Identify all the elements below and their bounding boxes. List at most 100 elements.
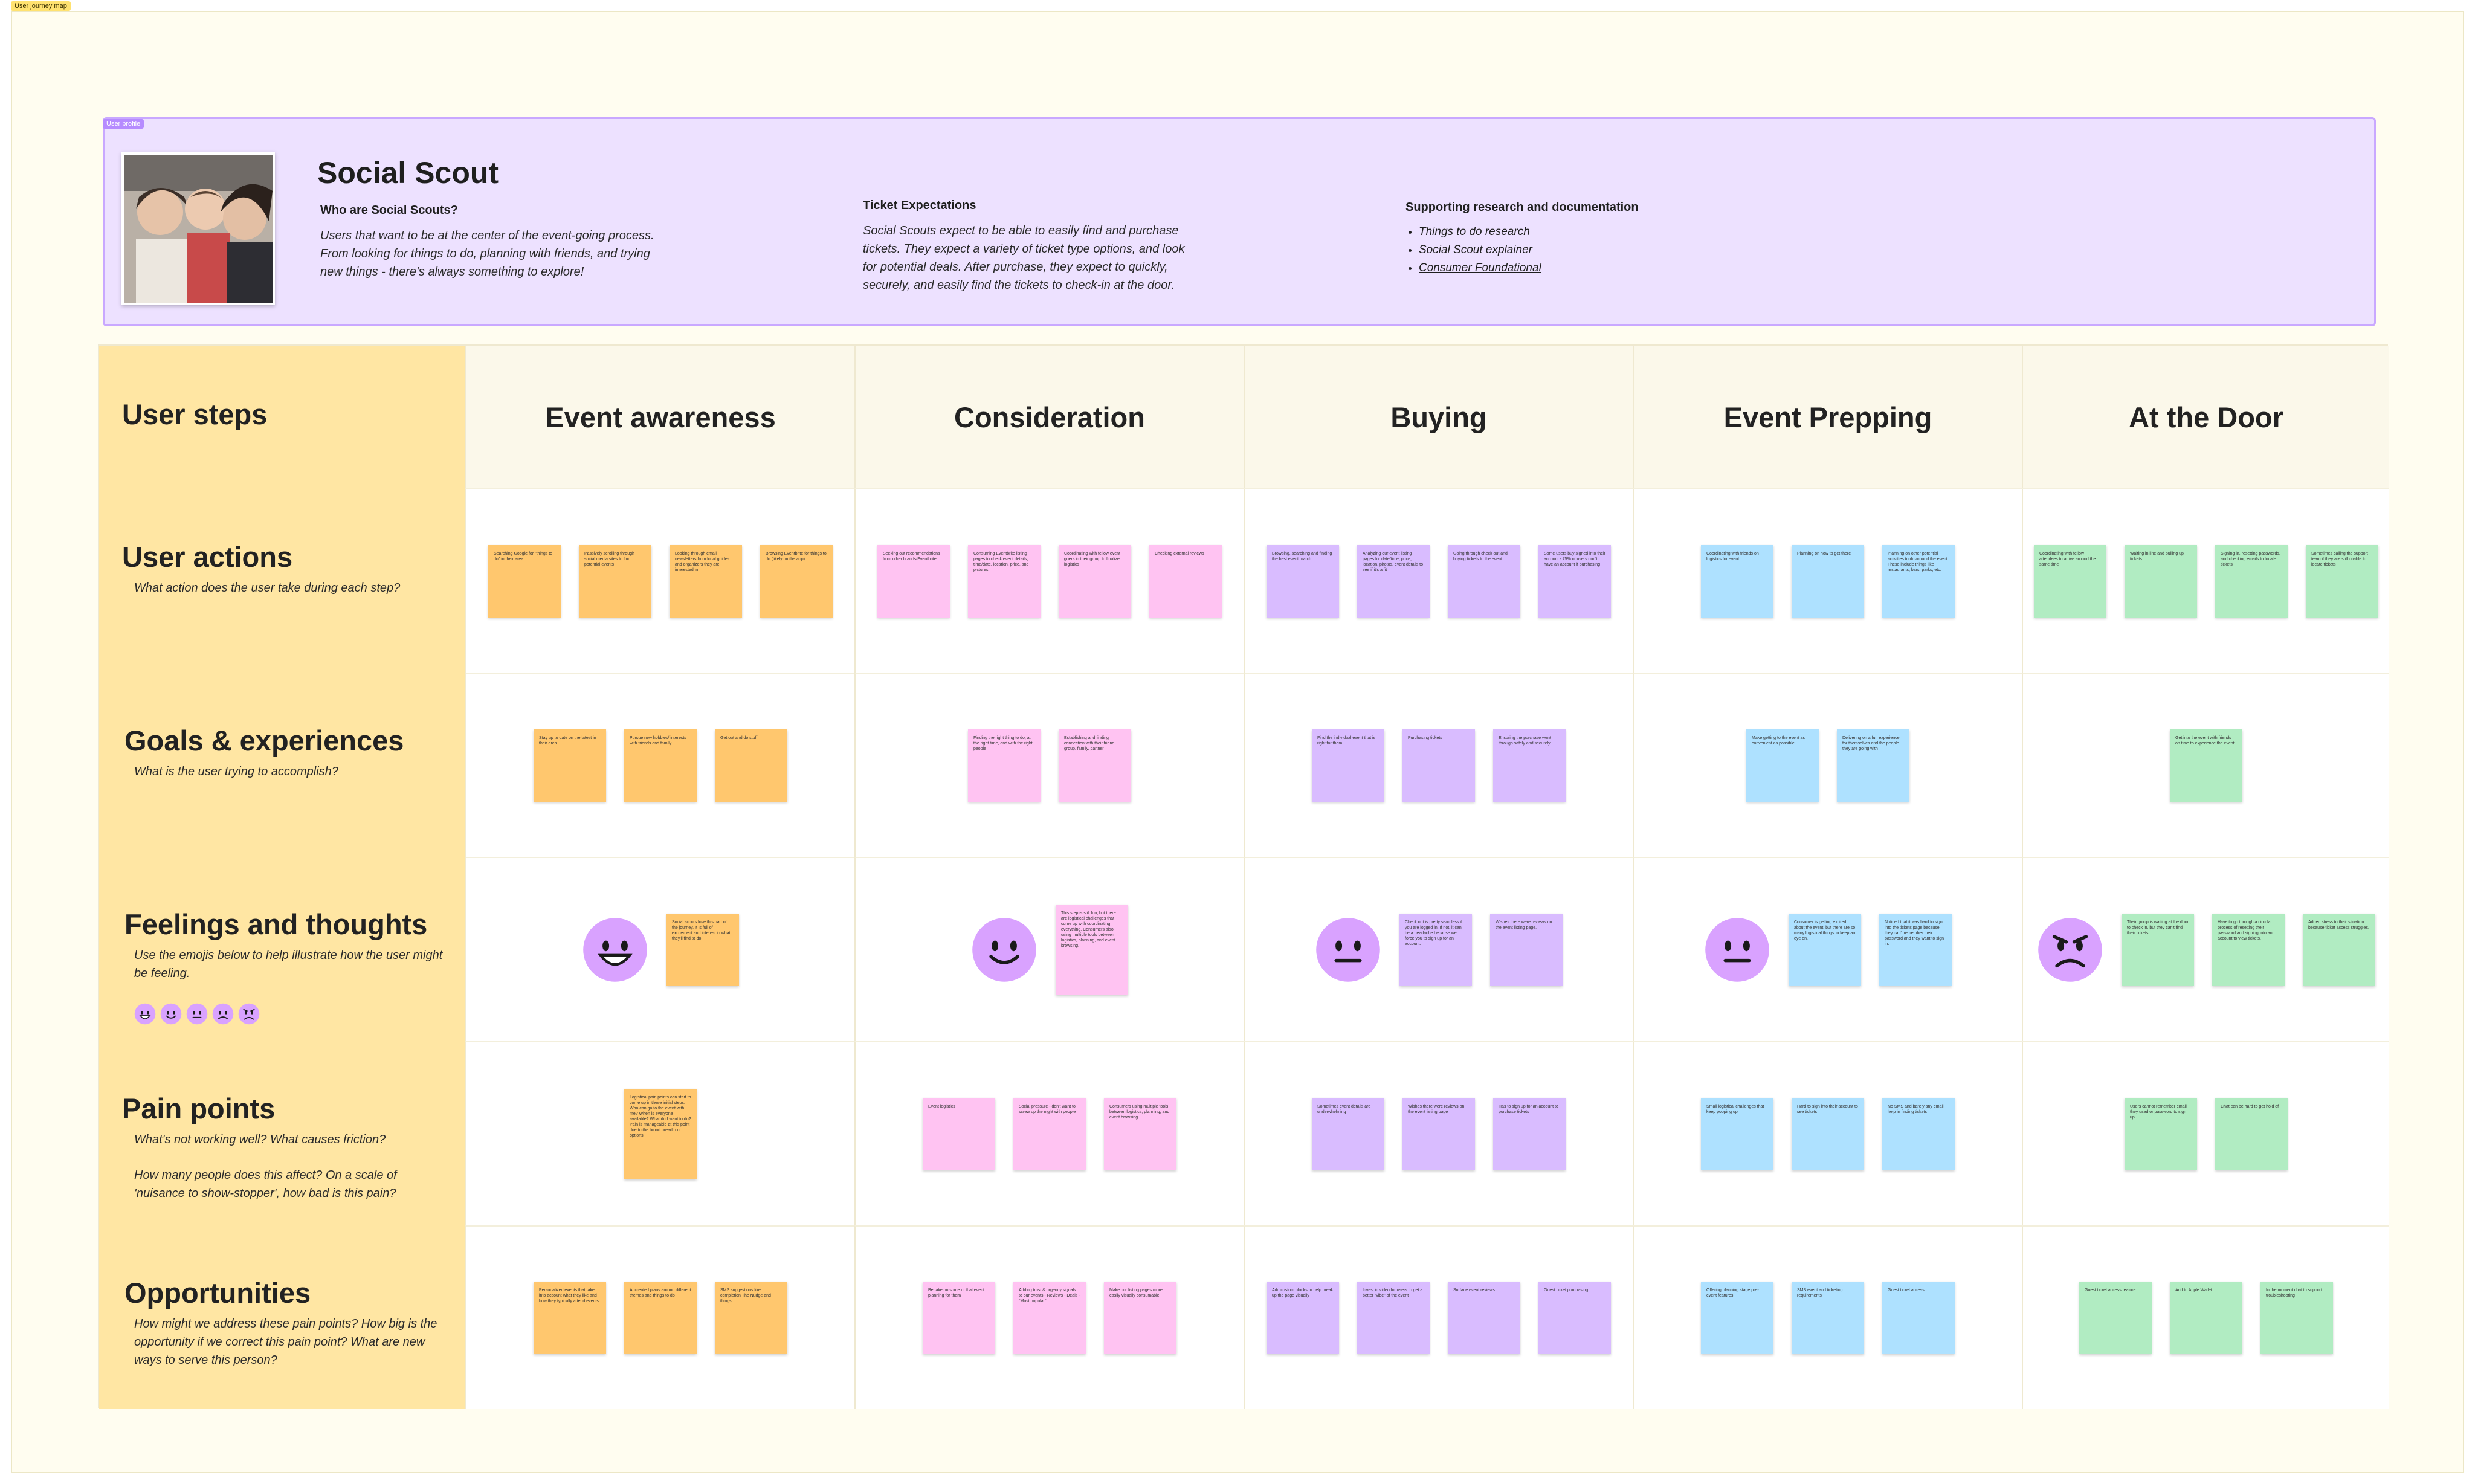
- link-scout-explainer[interactable]: Social Scout explainer: [1419, 241, 1541, 259]
- sticky-note[interactable]: Social scouts love this part of the jour…: [666, 913, 739, 986]
- row-header-goals: Goals & experiences What is the user try…: [99, 673, 465, 857]
- goals-sub: What is the user trying to accomplish?: [134, 765, 338, 778]
- sticky-note[interactable]: Passively scrolling through social media…: [579, 544, 651, 618]
- sticky-note[interactable]: SMS event and ticketing requirements: [1792, 1282, 1864, 1354]
- sticky-note[interactable]: SMS suggestions like completion The Nudg…: [715, 1282, 787, 1354]
- journey-grid: User steps Event awareness Consideration…: [98, 344, 2389, 1409]
- feelings-title: Feelings and thoughts: [124, 908, 428, 940]
- sticky-note[interactable]: Coordinating with friends on logistics f…: [1701, 544, 1773, 618]
- sticky-note[interactable]: Establishing and finding connection with…: [1059, 729, 1131, 802]
- sticky-note[interactable]: Personalized events that take into accou…: [534, 1282, 606, 1354]
- sticky-note[interactable]: Get into the event with friends on time …: [2170, 729, 2242, 802]
- sticky-note[interactable]: Invest in video for users to get a bette…: [1357, 1282, 1430, 1354]
- sticky-note[interactable]: Signing in, resetting passwords, and che…: [2215, 544, 2288, 618]
- sticky-note[interactable]: Analyzing our event listing pages for da…: [1357, 544, 1430, 618]
- sticky-note[interactable]: Their group is waiting at the door to ch…: [2122, 913, 2194, 986]
- sticky-note[interactable]: Sometimes event details are underwhelmin…: [1312, 1097, 1384, 1170]
- stage-header-consideration: Consideration: [854, 346, 1244, 488]
- sticky-note[interactable]: Offering planning stage pre-event featur…: [1701, 1282, 1773, 1354]
- cell-actions-door: Coordinating with fellow attendees to ar…: [2022, 488, 2389, 673]
- sticky-note[interactable]: No SMS and barely any email help in find…: [1882, 1097, 1955, 1170]
- very-happy-face-icon: [582, 917, 648, 983]
- sticky-note[interactable]: Ensuring the purchase went through safel…: [1493, 729, 1566, 802]
- sticky-note[interactable]: Hard to sign into their account to see t…: [1792, 1097, 1864, 1170]
- cell-actions-buying: Browsing, searching and finding the best…: [1244, 488, 1633, 673]
- sticky-note[interactable]: Event logistics: [923, 1097, 995, 1170]
- sticky-note[interactable]: Guest ticket access feature: [2079, 1282, 2152, 1354]
- opps-sub: How might we address these pain points? …: [134, 1317, 437, 1367]
- sticky-note[interactable]: Purchasing tickets: [1402, 729, 1475, 802]
- sticky-note[interactable]: Sometimes calling the support team if th…: [2306, 544, 2378, 618]
- stage-header-awareness: Event awareness: [465, 346, 854, 488]
- sticky-note[interactable]: Consumer is getting excited about the ev…: [1789, 913, 1861, 986]
- sticky-note[interactable]: Some users buy signed into their account…: [1538, 544, 1611, 618]
- sticky-note[interactable]: Searching Google for "things to do" in t…: [488, 544, 561, 618]
- sticky-note[interactable]: Find the individual event that is right …: [1312, 729, 1384, 802]
- user-steps-header: User steps: [99, 346, 465, 488]
- sticky-note[interactable]: Add to Apple Wallet: [2170, 1282, 2242, 1354]
- sticky-note[interactable]: Guest ticket access: [1882, 1282, 1955, 1354]
- sticky-note[interactable]: Finding the right thing to do, at the ri…: [968, 729, 1041, 802]
- sticky-note[interactable]: Make our listing pages more easily visua…: [1104, 1282, 1176, 1354]
- sticky-note[interactable]: Seeking out recommendations from other b…: [877, 544, 950, 618]
- cell-goals-awareness: Stay up to date on the latest in their a…: [465, 673, 854, 857]
- sticky-note[interactable]: Noticed that it was hard to sign into th…: [1879, 913, 1952, 986]
- sticky-note[interactable]: Have to go through a circular process of…: [2212, 913, 2285, 986]
- sticky-note[interactable]: Make getting to the event as convenient …: [1746, 729, 1819, 802]
- sticky-note[interactable]: Pursue new hobbies/ interests with frien…: [624, 729, 697, 802]
- sticky-note[interactable]: Check out is pretty seamless if you are …: [1399, 913, 1472, 986]
- sticky-note[interactable]: Consuming Eventbrite listing pages to ch…: [968, 544, 1041, 618]
- sticky-note[interactable]: Browsing, searching and finding the best…: [1267, 544, 1339, 618]
- sticky-note[interactable]: Logistical pain points can start to come…: [624, 1088, 697, 1179]
- sticky-note[interactable]: Consumers using multiple tools between l…: [1104, 1097, 1176, 1170]
- sticky-note[interactable]: Waiting in line and pulling up tickets: [2125, 544, 2197, 618]
- actions-title: User actions: [122, 541, 293, 573]
- sticky-note[interactable]: AI created plans around different themes…: [624, 1282, 697, 1354]
- sticky-note[interactable]: Small logistical challenges that keep po…: [1701, 1097, 1773, 1170]
- sticky-note[interactable]: Wishes there were reviews on the event l…: [1490, 913, 1563, 986]
- pain-title: Pain points: [122, 1092, 276, 1124]
- neutral-emoji-icon: [186, 1003, 208, 1028]
- sticky-note[interactable]: Delivering on a fun experience for thems…: [1837, 729, 1909, 802]
- sticky-note[interactable]: Coordinating with fellow event goers in …: [1059, 544, 1131, 618]
- emoji-legend: [134, 1003, 260, 1028]
- sticky-note[interactable]: Wishes there were reviews on the event l…: [1402, 1097, 1475, 1170]
- sticky-note[interactable]: Going through check out and buying ticke…: [1448, 544, 1520, 618]
- cell-feelings-buying: Check out is pretty seamless if you are …: [1244, 857, 1633, 1041]
- cell-goals-prepping: Make getting to the event as convenient …: [1633, 673, 2022, 857]
- sticky-note[interactable]: Has to sign up for an account to purchas…: [1493, 1097, 1566, 1170]
- sticky-note[interactable]: Chat can be hard to get hold of: [2215, 1097, 2288, 1170]
- cell-feelings-prepping: Consumer is getting excited about the ev…: [1633, 857, 2022, 1041]
- sticky-note[interactable]: Users cannot remember email they used or…: [2125, 1097, 2197, 1170]
- persona-name: Social Scout: [317, 156, 499, 190]
- cell-opps-door: Guest ticket access feature Add to Apple …: [2022, 1225, 2389, 1409]
- cell-opps-prepping: Offering planning stage pre-event featur…: [1633, 1225, 2022, 1409]
- cell-opps-buying: Add custom blocks to help break up the p…: [1244, 1225, 1633, 1409]
- sticky-note[interactable]: Guest ticket purchasing: [1538, 1282, 1611, 1354]
- sticky-note[interactable]: Checking external reviews: [1149, 544, 1222, 618]
- sticky-note[interactable]: Add custom blocks to help break up the p…: [1267, 1282, 1339, 1354]
- sticky-note[interactable]: Coordinating with fellow attendees to ar…: [2034, 544, 2106, 618]
- sticky-note[interactable]: Be take on some of that event planning f…: [923, 1282, 995, 1354]
- sticky-note[interactable]: This step is still fun, but there are lo…: [1056, 904, 1128, 995]
- sticky-note[interactable]: Planning on other potential activities t…: [1882, 544, 1955, 618]
- sticky-note[interactable]: Social pressure - don't want to screw up…: [1013, 1097, 1086, 1170]
- sticky-note[interactable]: Adding trust & urgency signals to our ev…: [1013, 1282, 1086, 1354]
- sticky-note[interactable]: Added stress to their situation because …: [2303, 913, 2375, 986]
- sticky-note[interactable]: Browsing Eventbrite for things to do (li…: [760, 544, 833, 618]
- sticky-note[interactable]: Surface event reviews: [1448, 1282, 1520, 1354]
- link-things-to-do[interactable]: Things to do research: [1419, 223, 1541, 241]
- link-consumer-foundational[interactable]: Consumer Foundational: [1419, 259, 1541, 277]
- ticket-body: Social Scouts expect to be able to easil…: [863, 224, 1185, 292]
- feelings-sub: Use the emojis below to help illustrate …: [134, 949, 443, 980]
- actions-sub: What action does the user take during ea…: [134, 581, 401, 595]
- sticky-note[interactable]: Stay up to date on the latest in their a…: [534, 729, 606, 802]
- sticky-note[interactable]: Planning on how to get there: [1792, 544, 1864, 618]
- cell-goals-buying: Find the individual event that is right …: [1244, 673, 1633, 857]
- sticky-note[interactable]: In the moment chat to support troublesho…: [2260, 1282, 2333, 1354]
- stage-header-door: At the Door: [2022, 346, 2389, 488]
- cell-opps-consideration: Be take on some of that event planning f…: [854, 1225, 1244, 1409]
- sticky-note[interactable]: Looking through email newsletters from l…: [670, 544, 742, 618]
- sticky-note[interactable]: Get out and do stuff!: [715, 729, 787, 802]
- happy-face-icon: [971, 917, 1037, 983]
